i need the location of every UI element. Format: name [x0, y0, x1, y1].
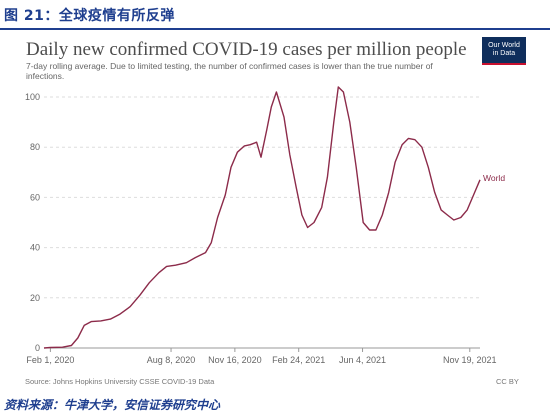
y-tick-label: 60	[30, 192, 40, 202]
x-tick-label: Nov 16, 2020	[208, 355, 262, 365]
line-plot: 0 20 40 60 80 100 Feb 1, 2020 Aug 8, 2020 Nov 16…	[25, 86, 505, 365]
figure-footer: 资料来源：牛津大学，安信证券研究中心	[4, 398, 221, 412]
x-tick-label: Nov 19, 2021	[443, 355, 497, 365]
x-tick-label: Aug 8, 2020	[147, 355, 196, 365]
y-tick-label: 0	[35, 343, 40, 353]
figure-title: 图 21：全球疫情有所反弹	[4, 8, 175, 24]
y-tick-label: 100	[25, 92, 40, 102]
chart-title: Daily new confirmed COVID-19 cases per m…	[26, 39, 467, 60]
y-tick-label: 20	[30, 293, 40, 303]
owid-logo: Our World in Data	[482, 37, 526, 65]
x-tick-label: Feb 24, 2021	[272, 355, 325, 365]
chart-subtitle: 7-day rolling average. Due to limited te…	[26, 61, 433, 81]
series-label-world: World	[483, 173, 505, 183]
logo-line-1: Our World	[488, 42, 520, 49]
figure-header: 图 21：全球疫情有所反弹	[0, 0, 550, 30]
logo-line-2: in Data	[492, 50, 516, 57]
y-tick-label: 40	[30, 243, 40, 253]
chart-source: Source: Johns Hopkins University CSSE CO…	[25, 377, 215, 386]
x-tick-label: Feb 1, 2020	[26, 355, 74, 365]
series-line-world	[43, 86, 481, 349]
header-divider	[0, 28, 550, 30]
license-label: CC BY	[496, 377, 519, 386]
chart-panel: Daily new confirmed COVID-19 cases per m…	[4, 31, 546, 392]
x-tick-label: Jun 4, 2021	[339, 355, 386, 365]
y-tick-label: 80	[30, 142, 40, 152]
